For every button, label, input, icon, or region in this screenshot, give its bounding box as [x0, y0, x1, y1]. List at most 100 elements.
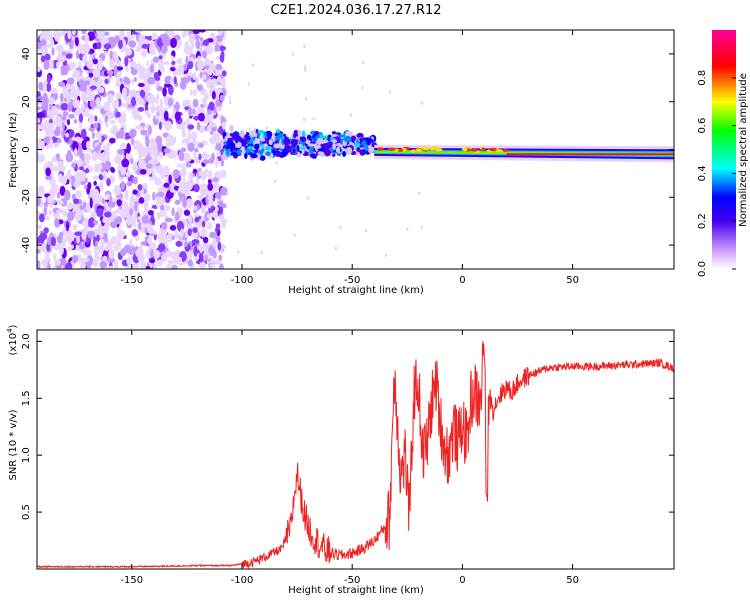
spectrogram-cell: [300, 146, 306, 150]
spectrogram-cell: [116, 148, 125, 155]
spectrogram-cell: [106, 70, 114, 75]
spectrogram-cell: [208, 101, 215, 112]
spectrogram-cell: [116, 153, 121, 162]
spectrogram-cell: [56, 153, 60, 162]
spectrogram-cell: [51, 47, 55, 56]
spectrogram-cell: [177, 256, 183, 267]
spectrogram-cell: [196, 121, 201, 131]
spectrogram-cell: [215, 158, 219, 168]
spectrogram-cell: [121, 102, 127, 108]
signal-peak: [495, 149, 503, 153]
colorbar-label: Normalized spectral amplitude: [738, 73, 749, 227]
spectrogram-cell: [71, 73, 79, 79]
spectrogram-cell: [89, 99, 97, 108]
spectrogram-cell: [39, 213, 45, 223]
spectrogram-cell: [75, 86, 81, 98]
spectrogram-cell: [292, 148, 296, 154]
spectrogram-cell: [158, 243, 166, 252]
spectrogram-cell: [177, 65, 181, 76]
spectrogram-cell: [126, 256, 133, 266]
spectrogram-cell: [192, 108, 196, 115]
spectrogram-cell: [54, 259, 61, 266]
spectrogram-cell: [97, 83, 101, 91]
spectrogram-cell: [135, 93, 139, 103]
spectrogram-cell: [171, 60, 176, 65]
spectrogram-cell: [108, 59, 115, 69]
spectrogram-cell: [95, 208, 102, 215]
snr-frame: [36, 329, 675, 570]
signal-peak: [481, 147, 486, 151]
spectrogram-cell: [105, 121, 109, 128]
spectrogram-cell: [192, 30, 201, 35]
spectrogram-cell: [120, 112, 127, 120]
spectrogram-cell: [234, 133, 238, 138]
spectrogram-cell: [206, 222, 213, 230]
spectrogram-cell: [182, 30, 187, 37]
spectrogram-cell: [93, 246, 102, 255]
spectrogram-cell: [132, 222, 137, 228]
spectrogram-cell: [46, 74, 51, 84]
spectrogram-cell: [89, 197, 93, 209]
spectrogram-cell: [53, 129, 61, 137]
spectrogram-cell: [108, 265, 114, 269]
spectrogram-cell: [201, 171, 207, 181]
spectrogram-cell: [109, 119, 116, 125]
spectrogram-cell: [274, 180, 277, 184]
spectrogram-cell: [187, 142, 195, 152]
spectrogram-cell: [200, 205, 206, 214]
spectrogram-cell: [200, 186, 204, 197]
spectrogram-cell: [212, 238, 217, 249]
spectrogram-cell: [309, 145, 314, 152]
spectrogram-cell: [248, 82, 251, 86]
spectrogram-cell: [54, 107, 60, 118]
spectrogram-cell: [104, 160, 112, 171]
spectrogram-cell: [176, 163, 182, 168]
spectrogram-cell: [129, 61, 137, 68]
spectrogram-cell: [113, 185, 122, 196]
spectrogram-cell: [152, 56, 160, 63]
spectrogram-cell: [163, 182, 170, 188]
colorbar-tick-label: 0.6: [697, 118, 708, 134]
spectrogram-cell: [44, 60, 50, 66]
spectrogram-cell: [228, 96, 231, 100]
spectrogram-cell: [37, 260, 41, 269]
spectrogram-cell: [272, 148, 276, 154]
colorbar-tick-label: 0.2: [697, 213, 708, 229]
spectrogram-cell: [130, 79, 135, 85]
spectrogram-cell: [79, 205, 85, 210]
spectrogram-cell: [300, 136, 307, 143]
spectrogram-cell: [115, 216, 123, 225]
spectrogram-cell: [66, 203, 75, 210]
spectrogram-cell: [47, 195, 55, 204]
spectrogram-cell: [209, 263, 216, 269]
spectrogram-cell: [187, 215, 193, 223]
spectrogram-cell: [126, 31, 135, 38]
spectrogram-cell: [220, 169, 227, 178]
spectrogram-cell: [266, 126, 269, 130]
y-tick-label: 0: [21, 146, 32, 152]
spectrogram-cell: [181, 163, 186, 170]
spectrogram-cell: [159, 66, 165, 73]
spectrogram-cell: [45, 167, 51, 177]
spectrogram-cell: [40, 34, 45, 40]
spectrogram-cell: [137, 253, 146, 263]
spectrogram-cell: [204, 64, 210, 70]
spectrogram-cell: [102, 144, 111, 152]
spectrogram-cell: [68, 113, 75, 119]
spectrogram-cell: [47, 236, 51, 246]
spectrogram-cell: [54, 116, 63, 127]
spectrogram-cell: [187, 124, 195, 130]
spectrogram-cell: [220, 78, 226, 86]
spectrogram-cell: [337, 134, 345, 138]
spectrogram-cell: [143, 200, 149, 212]
spectrogram-cell: [168, 139, 176, 147]
spectrogram-cell: [82, 43, 91, 54]
spectrogram-cell: [327, 137, 331, 142]
spectrogram-cell: [106, 215, 112, 225]
spectrogram-cell: [275, 161, 278, 165]
spectrogram-cell: [149, 250, 155, 258]
spectrogram-cell: [129, 207, 133, 218]
spectrogram-cell: [60, 67, 69, 76]
spectrogram-cell: [217, 30, 224, 36]
spectrogram-cell: [115, 111, 122, 118]
